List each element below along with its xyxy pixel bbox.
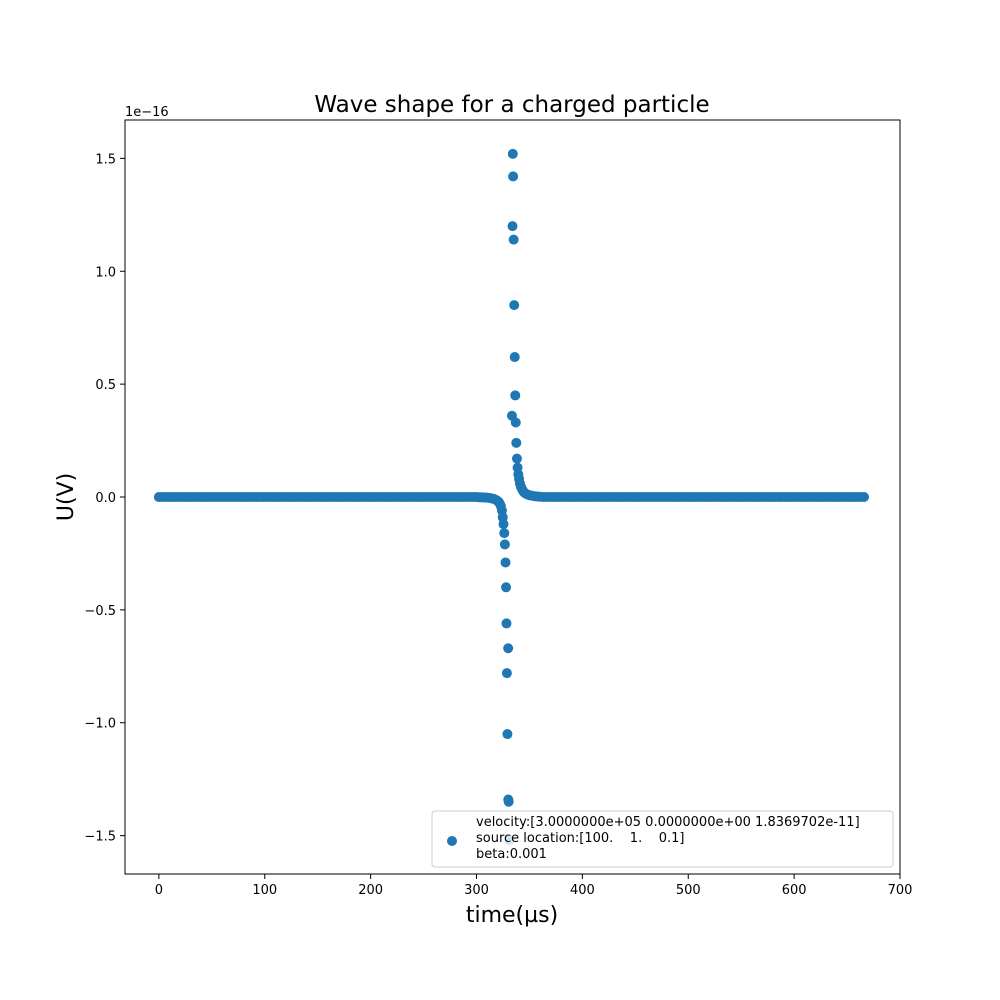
data-point	[510, 417, 521, 428]
x-tick-label: 500	[676, 883, 701, 898]
x-tick-label: 700	[888, 883, 913, 898]
data-point	[499, 528, 510, 539]
y-tick-label: −1.0	[84, 717, 116, 732]
data-point	[509, 300, 520, 311]
data-point	[500, 557, 511, 568]
y-tick-label: 1.0	[95, 265, 116, 280]
data-point	[499, 539, 510, 550]
x-tick-label: 100	[252, 883, 277, 898]
data-point	[502, 729, 513, 740]
data-point	[508, 234, 519, 245]
y-tick-label: 1.5	[95, 152, 116, 167]
data-point	[508, 171, 519, 182]
points-layer	[153, 148, 870, 846]
data-point	[501, 582, 512, 593]
legend-marker	[447, 836, 457, 846]
y-offset-label: 1e−16	[125, 105, 169, 120]
y-tick-label: −0.5	[84, 604, 116, 619]
x-tick-label: 600	[782, 883, 807, 898]
x-tick-label: 300	[464, 883, 489, 898]
x-tick-label: 400	[570, 883, 595, 898]
data-point	[501, 618, 512, 629]
y-axis-label: U(V)	[54, 473, 79, 521]
data-point	[507, 221, 518, 232]
y-tick-label: 0.0	[95, 491, 116, 506]
x-axis-ticks: 0 100 200 300 400 500 600 700	[155, 874, 913, 898]
chart-title: Wave shape for a charged particle	[314, 92, 709, 118]
x-axis-label: time(µs)	[466, 903, 558, 928]
legend: velocity:[3.0000000e+05 0.0000000e+00 1.…	[431, 810, 894, 868]
x-tick-label: 200	[358, 883, 383, 898]
data-point	[498, 519, 509, 530]
y-axis-ticks: −1.5 −1.0 −0.5 0.0 0.5 1.0 1.5	[84, 152, 125, 845]
data-point	[509, 352, 520, 363]
data-point	[503, 796, 514, 807]
data-point	[511, 437, 522, 448]
data-point	[510, 390, 521, 401]
legend-box	[431, 810, 894, 868]
data-point	[535, 491, 546, 502]
data-point	[511, 453, 522, 464]
data-point	[501, 668, 512, 679]
data-point	[507, 148, 518, 159]
y-tick-label: 0.5	[95, 378, 116, 393]
y-tick-label: −1.5	[84, 830, 116, 845]
x-tick-label: 0	[155, 883, 163, 898]
data-point	[859, 492, 870, 502]
legend-label: velocity:[3.0000000e+05 0.0000000e+00 1.…	[476, 815, 860, 862]
data-point	[503, 643, 514, 654]
